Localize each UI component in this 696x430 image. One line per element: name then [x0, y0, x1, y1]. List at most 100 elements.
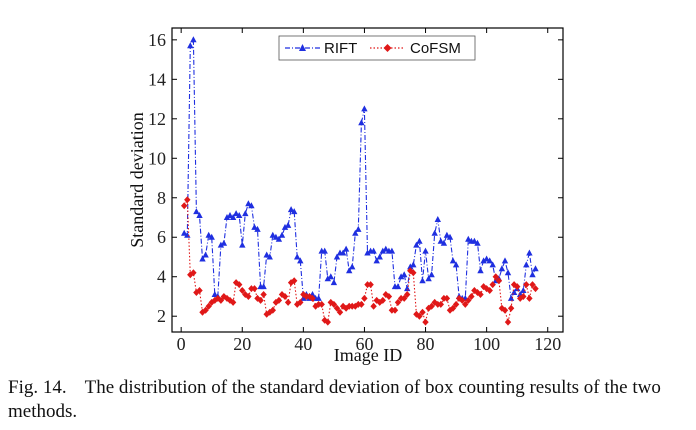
- data-point-cofsm: [501, 306, 509, 314]
- legend: RIFT CoFSM: [278, 35, 476, 61]
- data-point-cofsm: [514, 283, 521, 291]
- x-tick-label: 0: [177, 334, 186, 354]
- data-point-rift: [342, 245, 350, 252]
- data-point-cofsm: [379, 296, 386, 304]
- data-point-rift: [486, 257, 493, 264]
- legend-marker-cofsm: [383, 44, 392, 52]
- data-point-rift: [382, 245, 389, 252]
- data-point-cofsm: [416, 312, 423, 320]
- data-point-cofsm: [358, 300, 365, 308]
- data-point-cofsm: [468, 293, 475, 300]
- data-point-rift: [254, 225, 261, 232]
- data-point-rift: [315, 294, 322, 301]
- data-point-rift: [379, 247, 386, 254]
- data-point-cofsm: [324, 318, 331, 326]
- data-point-cofsm: [394, 298, 402, 306]
- x-tick-label: 20: [233, 334, 251, 354]
- y-axis-label: Standard deviation: [127, 112, 147, 247]
- ticks-layer: 0 20 40 60 80 100 120 2 4 6 8 10 12 14 16: [148, 28, 563, 354]
- data-point-rift: [287, 206, 295, 213]
- data-point-rift: [465, 235, 472, 242]
- data-point-rift: [190, 36, 197, 43]
- data-point-cofsm: [251, 285, 258, 293]
- data-point-rift: [284, 221, 292, 228]
- data-point-rift: [263, 251, 270, 258]
- data-point-rift: [471, 237, 478, 244]
- data-point-rift: [193, 208, 200, 215]
- data-point-rift: [404, 285, 411, 292]
- data-point-rift: [205, 231, 212, 238]
- data-point-cofsm: [404, 291, 411, 298]
- data-point-cofsm: [361, 294, 368, 302]
- data-point-rift: [401, 271, 408, 278]
- data-point-rift: [324, 275, 331, 282]
- data-point-rift: [474, 239, 481, 246]
- data-point-cofsm: [391, 306, 399, 314]
- data-point-cofsm: [459, 296, 466, 304]
- data-point-rift: [339, 249, 347, 256]
- data-point-cofsm: [245, 293, 252, 300]
- data-point-rift: [272, 233, 280, 240]
- data-point-cofsm: [526, 294, 533, 302]
- data-point-rift: [529, 271, 536, 278]
- data-point-cofsm: [437, 300, 444, 308]
- series-line-rift: [183, 39, 536, 301]
- legend-label-cofsm: CoFSM: [410, 40, 461, 57]
- data-point-cofsm: [370, 302, 377, 310]
- data-point-cofsm: [275, 296, 283, 304]
- data-point-rift: [236, 212, 243, 218]
- data-point-rift: [208, 233, 215, 240]
- data-point-rift: [223, 214, 231, 220]
- data-point-cofsm: [336, 308, 344, 316]
- data-point-cofsm: [428, 302, 435, 310]
- data-point-rift: [266, 253, 273, 260]
- data-point-rift: [248, 202, 255, 209]
- data-point-cofsm: [422, 318, 429, 326]
- data-point-cofsm: [462, 300, 469, 308]
- data-point-cofsm: [477, 291, 484, 298]
- plot-frame: [171, 27, 564, 333]
- data-point-cofsm: [196, 287, 203, 294]
- data-point-rift: [330, 279, 338, 286]
- y-tick-label: 16: [148, 30, 166, 50]
- data-point-rift: [523, 261, 530, 268]
- y-tick-label: 14: [148, 69, 166, 89]
- data-point-rift: [291, 208, 298, 215]
- series-layer: [181, 36, 539, 326]
- y-tick-label: 2: [157, 306, 166, 326]
- data-point-cofsm: [419, 308, 426, 316]
- data-point-cofsm: [229, 298, 237, 306]
- data-point-rift: [217, 241, 225, 248]
- data-point-rift: [321, 247, 328, 254]
- data-point-cofsm: [489, 281, 496, 289]
- data-point-rift: [333, 253, 341, 260]
- data-point-cofsm: [318, 300, 325, 308]
- data-point-rift: [397, 273, 405, 280]
- data-point-rift: [449, 257, 457, 264]
- data-point-rift: [211, 291, 218, 297]
- data-point-rift: [349, 263, 356, 270]
- data-point-cofsm: [532, 285, 539, 293]
- y-tick-label: 4: [157, 267, 166, 287]
- data-point-cofsm: [410, 269, 417, 277]
- data-point-cofsm: [199, 308, 206, 316]
- data-point-rift: [504, 269, 512, 276]
- data-point-cofsm: [367, 281, 374, 289]
- data-point-rift: [220, 239, 228, 246]
- data-point-cofsm: [510, 281, 518, 289]
- data-point-cofsm: [309, 294, 316, 302]
- data-point-rift: [532, 265, 539, 272]
- data-point-rift: [413, 241, 420, 248]
- data-point-rift: [489, 261, 496, 268]
- y-tick-label: 6: [157, 227, 166, 247]
- data-point-cofsm: [486, 287, 493, 294]
- figure-caption: Fig. 14. The distribution of the standard…: [8, 376, 692, 424]
- data-point-rift: [501, 257, 509, 264]
- data-point-cofsm: [465, 296, 472, 304]
- data-point-cofsm: [443, 294, 451, 302]
- data-point-rift: [416, 237, 423, 244]
- data-point-rift: [425, 275, 432, 282]
- data-point-cofsm: [330, 300, 338, 308]
- x-tick-label: 100: [473, 334, 500, 354]
- data-point-cofsm: [495, 277, 503, 285]
